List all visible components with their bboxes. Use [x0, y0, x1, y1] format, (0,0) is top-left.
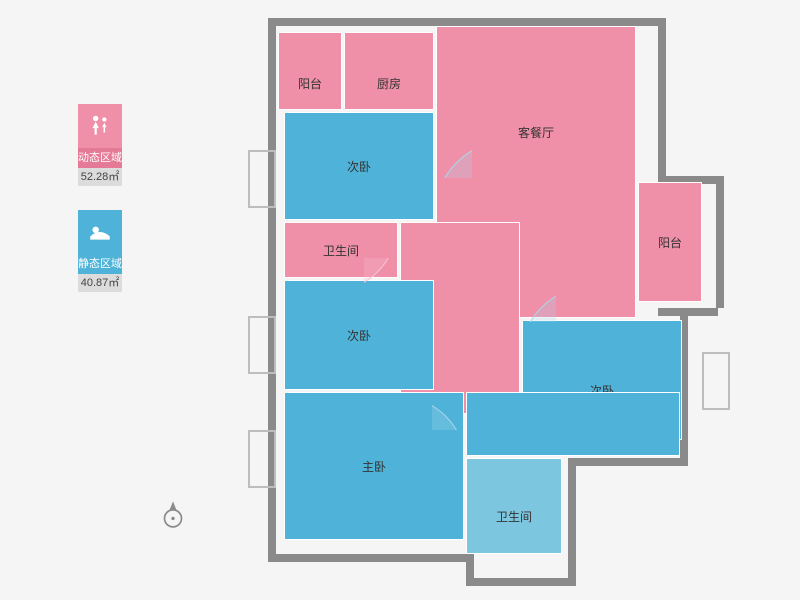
balcony-rail-left-1	[248, 316, 276, 374]
compass-icon	[156, 498, 190, 535]
balcony-rail-right	[702, 352, 730, 410]
wall-right-upper	[658, 18, 666, 178]
wall-step2v	[568, 458, 576, 586]
room-bed2a: 次卧	[284, 112, 434, 220]
people-icon-svg	[87, 113, 113, 139]
room-balcony2: 阳台	[638, 182, 702, 302]
room-corridor	[466, 392, 680, 456]
room-label-bed2a: 次卧	[347, 158, 371, 175]
balcony-rail-left-2	[248, 430, 276, 488]
sleep-icon-svg	[87, 219, 113, 245]
room-bed2b: 次卧	[284, 280, 434, 390]
wall-step1v	[466, 554, 474, 578]
room-label-bath2: 卫生间	[496, 508, 532, 525]
compass-svg	[156, 498, 190, 532]
room-label-balcony2: 阳台	[658, 234, 682, 251]
room-bath1: 卫生间	[284, 222, 398, 278]
room-label-master: 主卧	[362, 458, 386, 475]
wall-top	[268, 18, 658, 26]
sleep-icon	[78, 210, 122, 254]
legend-dynamic: 动态区域 52.28㎡	[78, 104, 122, 186]
wall-bump-bot	[658, 308, 718, 316]
wall-bot-left	[268, 554, 468, 562]
room-kitchen: 厨房	[344, 32, 434, 110]
floorplan-stage: 阳台厨房客餐厅阳台卫生间次卧次卧次卧主卧卫生间	[0, 0, 800, 600]
room-balcony1: 阳台	[278, 32, 342, 110]
room-label-bed2b: 次卧	[347, 327, 371, 344]
room-label-balcony1: 阳台	[298, 75, 322, 92]
legend-dynamic-value: 52.28㎡	[78, 168, 122, 186]
legend-static: 静态区域 40.87㎡	[78, 210, 122, 292]
wall-step1h	[466, 578, 570, 586]
balcony-rail-left-0	[248, 150, 276, 208]
people-icon	[78, 104, 122, 148]
room-label-bath1: 卫生间	[323, 242, 359, 259]
room-bath2: 卫生间	[466, 458, 562, 554]
legend-dynamic-title: 动态区域	[78, 148, 122, 168]
legend-static-value: 40.87㎡	[78, 274, 122, 292]
room-label-living: 客餐厅	[518, 124, 554, 141]
wall-bump-right	[716, 176, 724, 308]
wall-step2h	[568, 458, 686, 466]
room-label-kitchen: 厨房	[377, 75, 401, 92]
legend-static-title: 静态区域	[78, 254, 122, 274]
